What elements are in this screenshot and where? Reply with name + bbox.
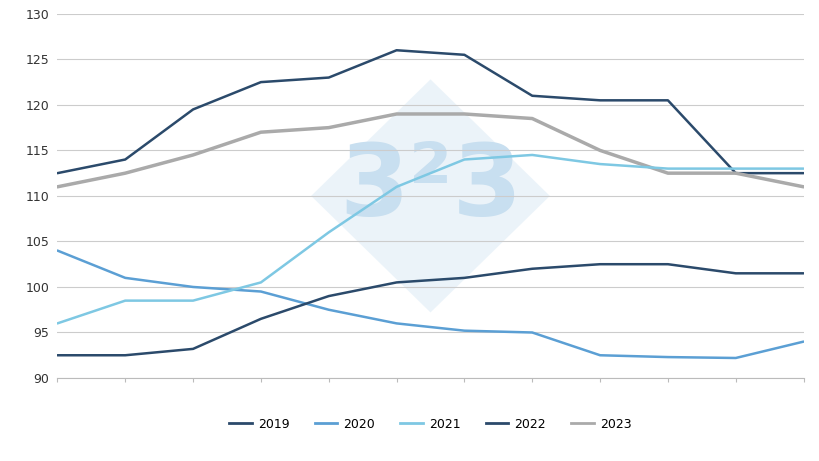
Text: 3²3: 3²3 [338, 140, 522, 237]
Legend: 2019, 2020, 2021, 2022, 2023: 2019, 2020, 2021, 2022, 2023 [224, 413, 636, 436]
Polygon shape [310, 79, 550, 313]
